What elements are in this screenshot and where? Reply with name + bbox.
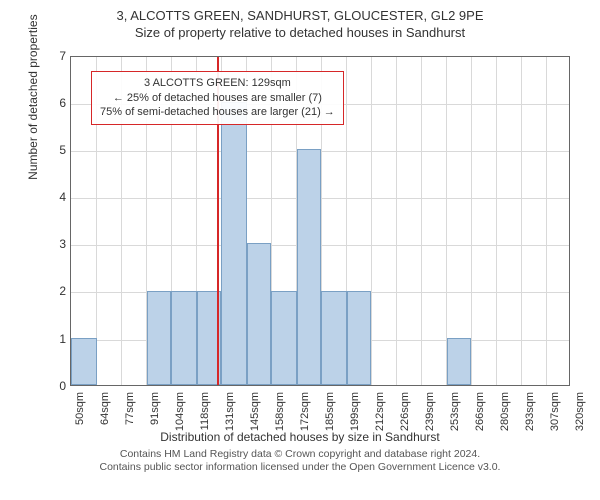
chart-container: Number of detached properties 3 ALCOTTS … <box>20 46 580 446</box>
x-tick-label: 131sqm <box>224 392 236 431</box>
x-tick-label: 280sqm <box>499 392 511 431</box>
x-tick-label: 77sqm <box>124 392 136 425</box>
gridline-vertical <box>446 57 447 385</box>
gridline-vertical <box>396 57 397 385</box>
x-tick-label: 320sqm <box>574 392 586 431</box>
y-tick-label: 0 <box>26 379 66 393</box>
gridline-vertical <box>546 57 547 385</box>
x-tick-label: 253sqm <box>449 392 461 431</box>
x-tick-label: 91sqm <box>149 392 161 425</box>
chart-title-main: 3, ALCOTTS GREEN, SANDHURST, GLOUCESTER,… <box>16 8 584 25</box>
footer-line-2: Contains public sector information licen… <box>16 461 584 475</box>
x-tick-label: 145sqm <box>249 392 261 431</box>
x-tick-label: 212sqm <box>374 392 386 431</box>
histogram-bar <box>71 338 97 385</box>
x-tick-label: 307sqm <box>549 392 561 431</box>
x-tick-label: 293sqm <box>524 392 536 431</box>
annotation-box: 3 ALCOTTS GREEN: 129sqm ← 25% of detache… <box>91 71 344 126</box>
x-tick-label: 64sqm <box>99 392 111 425</box>
y-tick-label: 5 <box>26 143 66 157</box>
y-tick-label: 7 <box>26 49 66 63</box>
x-tick-label: 226sqm <box>399 392 411 431</box>
x-tick-label: 172sqm <box>299 392 311 431</box>
annotation-line-1: 3 ALCOTTS GREEN: 129sqm <box>100 76 335 91</box>
x-tick-label: 104sqm <box>174 392 186 431</box>
y-tick-label: 6 <box>26 96 66 110</box>
gridline-vertical <box>521 57 522 385</box>
gridline-vertical <box>471 57 472 385</box>
plot-area: 3 ALCOTTS GREEN: 129sqm ← 25% of detache… <box>70 56 570 386</box>
histogram-bar <box>247 243 271 384</box>
y-tick-label: 2 <box>26 284 66 298</box>
x-tick-label: 158sqm <box>274 392 286 431</box>
chart-title-sub: Size of property relative to detached ho… <box>16 25 584 42</box>
histogram-bar <box>447 338 471 385</box>
x-tick-label: 50sqm <box>74 392 86 425</box>
x-tick-label: 118sqm <box>199 392 211 430</box>
x-tick-label: 239sqm <box>424 392 436 431</box>
x-axis-label: Distribution of detached houses by size … <box>20 430 580 444</box>
y-tick-label: 1 <box>26 332 66 346</box>
histogram-bar <box>347 291 371 385</box>
footer: Contains HM Land Registry data © Crown c… <box>16 448 584 475</box>
histogram-bar <box>221 102 247 385</box>
histogram-bar <box>271 291 297 385</box>
gridline-vertical <box>496 57 497 385</box>
page: 3, ALCOTTS GREEN, SANDHURST, GLOUCESTER,… <box>0 0 600 500</box>
annotation-line-3: 75% of semi-detached houses are larger (… <box>100 105 335 120</box>
y-tick-label: 3 <box>26 237 66 251</box>
x-tick-label: 199sqm <box>349 392 361 431</box>
histogram-bar <box>321 291 347 385</box>
x-tick-label: 185sqm <box>324 392 336 431</box>
histogram-bar <box>147 291 171 385</box>
gridline-vertical <box>371 57 372 385</box>
x-tick-label: 266sqm <box>474 392 486 431</box>
gridline-vertical <box>421 57 422 385</box>
y-tick-label: 4 <box>26 190 66 204</box>
histogram-bar <box>297 149 321 385</box>
histogram-bar <box>171 291 197 385</box>
annotation-line-2: ← 25% of detached houses are smaller (7) <box>100 91 335 106</box>
footer-line-1: Contains HM Land Registry data © Crown c… <box>16 448 584 462</box>
